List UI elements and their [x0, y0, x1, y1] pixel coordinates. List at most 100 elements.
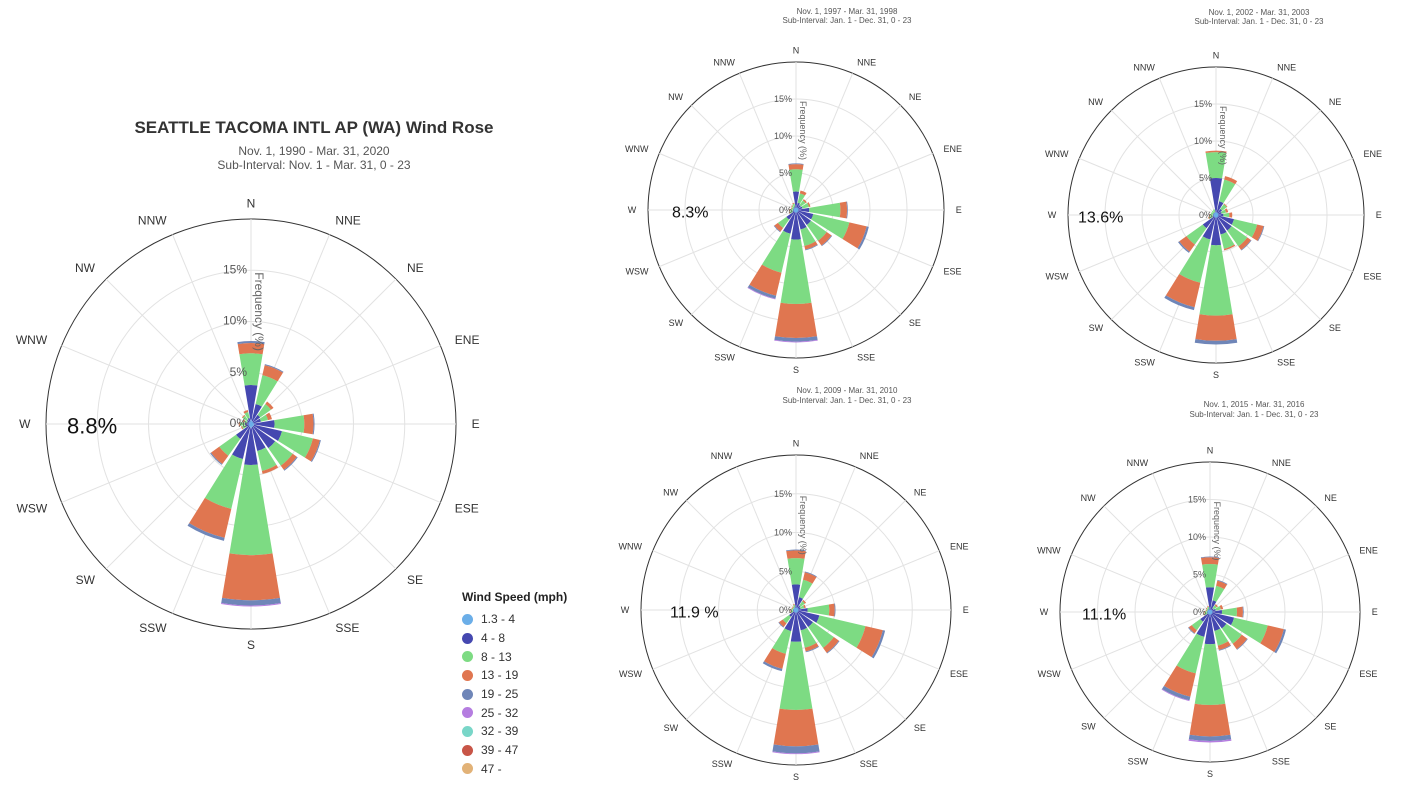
legend-item[interactable]: 1.3 - 4 [462, 610, 592, 629]
bar-nw-2 [1211, 210, 1215, 214]
legend-item[interactable]: 4 - 8 [462, 629, 592, 648]
legend-item[interactable]: 39 - 47 [462, 741, 592, 760]
bar-n-1 [1209, 178, 1223, 213]
legend-label: 13 - 19 [481, 668, 519, 683]
direction-label-ene: ENE [950, 541, 969, 551]
radial-tick-label: 15% [774, 94, 792, 104]
direction-label-ese: ESE [944, 266, 962, 276]
grid-spoke [1071, 611, 1211, 670]
grid-spoke [652, 550, 797, 611]
grid-spoke [659, 152, 797, 211]
radial-tick-label: 10% [1194, 136, 1212, 146]
direction-label-sse: SSE [857, 353, 875, 363]
wind-rose-y1997: 0%5%10%15%Frequency (%)NNNENEENEEESESESS… [625, 45, 962, 374]
bar-se-4 [821, 235, 833, 247]
direction-label-w: W [628, 205, 637, 215]
bar-ne-2 [1220, 204, 1227, 211]
bar-se-3 [1232, 634, 1248, 650]
legend-item[interactable]: 13 - 19 [462, 666, 592, 685]
direction-label-sw: SW [1089, 323, 1104, 333]
bar-ssw-4 [747, 284, 777, 299]
calm-percentage-label: 11.1% [1082, 607, 1126, 624]
bar-se-1 [1211, 613, 1227, 629]
direction-label-ese: ESE [455, 502, 479, 516]
bar-sse-3 [804, 642, 819, 652]
legend-item[interactable]: 25 - 32 [462, 703, 592, 722]
direction-label-s: S [247, 638, 255, 652]
bar-ssw-1 [1196, 613, 1210, 637]
bar-ese-2 [1231, 617, 1268, 644]
direction-label-ssw: SSW [1134, 358, 1155, 368]
bar-n-4 [788, 163, 804, 165]
bar-ese-1 [797, 610, 820, 623]
legend-item[interactable]: 19 - 25 [462, 685, 592, 704]
bar-e-4 [1242, 606, 1244, 618]
radial-tick-label: 10% [1188, 532, 1206, 542]
legend-label: 4 - 8 [481, 631, 506, 646]
bar-e-2 [1223, 212, 1230, 218]
grid-spoke [686, 609, 797, 720]
legend-label: 25 - 32 [481, 705, 519, 720]
direction-label-nw: NW [1088, 97, 1103, 107]
bar-ese-4 [1274, 629, 1286, 654]
bar-n-3 [1205, 150, 1227, 153]
bar-n-2 [789, 169, 803, 192]
bar-nne-3 [799, 190, 807, 196]
bar-e-4 [312, 413, 315, 435]
bar-sw-1 [789, 610, 796, 617]
legend-swatch [462, 613, 473, 625]
bar-wsw-2 [1204, 612, 1208, 616]
radial-axis-title: Frequency (%) [798, 496, 808, 555]
bar-nnw-2 [1212, 209, 1216, 213]
bar-se-2 [1221, 623, 1242, 644]
bar-sw-4 [1188, 627, 1195, 634]
legend-item[interactable]: 8 - 13 [462, 647, 592, 666]
bar-e-2 [807, 604, 830, 616]
bar-nne-1 [251, 404, 262, 422]
grid-spoke [736, 466, 797, 611]
bar-se-3 [280, 453, 297, 470]
direction-label-ne: NE [1324, 493, 1337, 503]
direction-label-nw: NW [668, 92, 683, 102]
radial-tick-label: 5% [779, 566, 792, 576]
direction-label-sw: SW [76, 573, 96, 587]
bar-ssw-2 [1179, 236, 1211, 283]
bar-sw-2 [219, 434, 241, 456]
bar-n-3 [788, 164, 804, 170]
bar-sw-4 [778, 622, 784, 628]
bar-s-4 [1194, 339, 1238, 345]
bar-nw-2 [242, 415, 249, 422]
bar-n-2 [1205, 152, 1227, 179]
bar-wsw-3 [1203, 613, 1205, 616]
direction-label-ene: ENE [455, 333, 480, 347]
bar-se-4 [1240, 239, 1252, 251]
direction-label-nnw: NNW [1133, 63, 1155, 73]
bar-s-2 [779, 641, 813, 710]
direction-label-nnw: NNW [1127, 458, 1149, 468]
direction-label-wnw: WNW [16, 333, 48, 347]
legend-swatch [462, 744, 473, 756]
bar-s-2 [780, 239, 812, 304]
direction-label-se: SE [407, 573, 423, 587]
direction-label-wsw: WSW [625, 266, 648, 276]
legend-label: 39 - 47 [481, 743, 519, 758]
bar-sw-3 [774, 222, 784, 232]
direction-label-wnw: WNW [625, 144, 649, 154]
bar-nnw-3 [243, 410, 249, 414]
bar-sw-4 [1178, 241, 1190, 253]
direction-label-e: E [1372, 607, 1378, 617]
grid-spoke [1071, 554, 1211, 613]
radial-axis-title: Frequency (%) [252, 272, 266, 351]
bar-sse-1 [1210, 613, 1221, 631]
legend-item[interactable]: 32 - 39 [462, 722, 592, 741]
direction-label-sse: SSE [335, 621, 359, 635]
bar-nw-3 [241, 414, 246, 419]
legend-item[interactable]: 47 - [462, 760, 592, 779]
bar-e-4 [834, 603, 836, 617]
bar-ene-3 [1224, 208, 1229, 213]
bar-wnw-2 [1206, 610, 1209, 612]
direction-label-e: E [1376, 210, 1382, 220]
bar-ese-1 [797, 210, 814, 220]
